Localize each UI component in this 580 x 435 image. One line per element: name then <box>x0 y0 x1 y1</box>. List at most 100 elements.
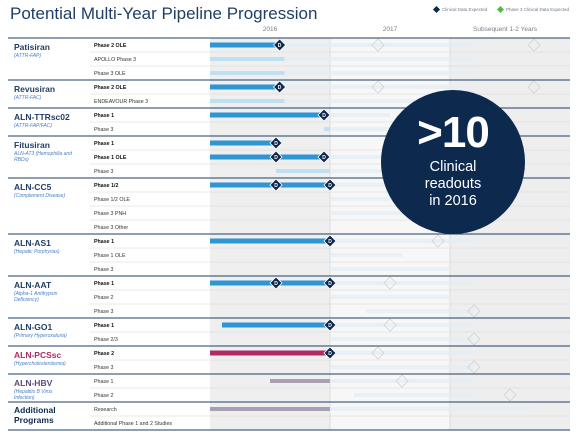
future-bar <box>284 99 474 103</box>
future-bar <box>279 43 474 47</box>
phase-label: Phase 2 <box>94 295 113 301</box>
phase-label: Phase 2/3 <box>94 337 118 343</box>
program-name: Programs <box>14 415 54 425</box>
future-bar <box>324 113 390 117</box>
data-expected-diamond <box>269 150 283 164</box>
future-bar <box>330 183 390 187</box>
future-bar <box>330 253 402 257</box>
program-name: ALN-CC5 <box>14 182 52 192</box>
future-bar <box>330 323 474 327</box>
program-name: ALN-AS1 <box>14 238 51 248</box>
program-name: ALN-AAT <box>14 280 52 290</box>
data-expected-label: D <box>328 281 332 287</box>
phase-bar <box>210 57 285 61</box>
program-subtitle: (Alpha-1 Antitrypsin <box>14 291 58 297</box>
future-bar <box>330 267 450 271</box>
phase-bar <box>210 112 324 118</box>
phase-label: Phase 2 OLE <box>94 85 127 91</box>
program-subtitle: (Hepatitis B Virus <box>14 389 53 395</box>
future-bar <box>330 239 474 243</box>
callout-line-1: Clinical <box>429 159 477 175</box>
program-name: Fitusiran <box>14 140 50 150</box>
program-name: Patisiran <box>14 42 50 52</box>
phase-label: Phase 1 <box>94 141 114 147</box>
future-bar <box>330 281 474 285</box>
phase-label: Phase 3 <box>94 127 113 133</box>
phase-label: Phase 1 <box>94 113 114 119</box>
legend-phase3: Phase 3 Clinical Data Expected <box>496 5 570 14</box>
phase-label: Phase 1 <box>94 379 113 385</box>
data-expected-label: D <box>328 183 332 189</box>
future-bar <box>330 365 474 369</box>
phase-bar <box>210 42 280 48</box>
phase-label: Phase 3 OLE <box>94 71 126 77</box>
phase-label: Phase 1 OLE <box>94 253 126 259</box>
future-bar <box>366 309 474 313</box>
program-subtitle: (Primary Hyperoxaluria) <box>14 333 67 339</box>
future-bar <box>330 337 474 341</box>
data-expected-label: D <box>322 113 326 119</box>
future-bar <box>324 155 390 159</box>
future-diamond <box>371 80 385 94</box>
phase-label: ENDEAVOUR Phase 3 <box>94 99 148 105</box>
data-expected-label: D <box>328 323 332 329</box>
future-bar <box>330 127 402 131</box>
data-expected-diamond <box>273 80 287 94</box>
callout-line-3: in 2016 <box>429 193 477 209</box>
phase-label: Phase 3 <box>94 169 113 175</box>
data-expected-diamond <box>323 234 337 248</box>
phase-label: Phase 3 <box>94 309 113 315</box>
program-subtitle: (Hypercholesterolemia) <box>14 361 66 367</box>
data-expected-label: D <box>328 239 332 245</box>
phase-bar <box>210 140 276 146</box>
program-subtitle: (ATTR-FAP/FAC) <box>14 123 52 129</box>
future-bar <box>354 393 474 397</box>
readouts-callout: >10 Clinical readouts in 2016 <box>381 90 525 234</box>
year-header: 2017 <box>383 26 398 33</box>
data-expected-label: D <box>328 351 332 357</box>
legend-phase3-label: Phase 3 Clinical Data Expected <box>506 7 570 12</box>
phase-bar <box>222 322 330 328</box>
data-expected-diamond <box>317 150 331 164</box>
phase-label: Phase 3 <box>94 365 113 371</box>
phase-bar <box>210 99 285 103</box>
phase-label: Additional Phase 1 and 2 Studies <box>94 421 172 427</box>
phase-label: APOLLO Phase 3 <box>94 57 136 63</box>
phase-label: Phase 2 <box>94 351 114 357</box>
future-bar <box>284 71 474 75</box>
phase-label: Phase 1 OLE <box>94 155 127 161</box>
phase-bar <box>210 154 324 160</box>
phase-label: Research <box>94 407 117 413</box>
phase-label: Phase 3 Other <box>94 225 128 231</box>
future-diamond <box>371 38 385 52</box>
future-diamond <box>383 276 397 290</box>
future-diamond <box>467 304 481 318</box>
program-subtitle: Infection) <box>14 395 35 401</box>
phase-label: Phase 1/2 OLE <box>94 197 130 203</box>
future-bar <box>330 197 390 201</box>
data-expected-diamond <box>323 346 337 360</box>
phase-label: Phase 1 <box>94 281 114 287</box>
program-name: ALN-HBV <box>14 378 53 388</box>
legend-clinical-label: Clinical Data Expected <box>442 7 488 12</box>
future-diamond <box>467 360 481 374</box>
data-expected-diamond <box>323 276 337 290</box>
data-expected-label: D <box>274 141 278 147</box>
future-bar <box>330 407 534 411</box>
future-diamond <box>467 332 481 346</box>
data-expected-label: D <box>278 85 282 91</box>
future-diamond <box>383 318 397 332</box>
phase-bar <box>270 379 330 383</box>
data-expected-diamond <box>273 38 287 52</box>
future-diamond <box>371 346 385 360</box>
future-bar <box>330 351 474 355</box>
program-subtitle: RBDs) <box>14 157 29 163</box>
program-name: ALN-GO1 <box>14 322 53 332</box>
data-expected-diamond <box>269 276 283 290</box>
future-diamond <box>527 38 541 52</box>
data-expected-label: D <box>274 281 278 287</box>
program-name: Additional <box>14 405 56 415</box>
future-bar <box>284 57 474 61</box>
phase-bar <box>324 127 330 131</box>
phase-label: Phase 1 <box>94 239 114 245</box>
